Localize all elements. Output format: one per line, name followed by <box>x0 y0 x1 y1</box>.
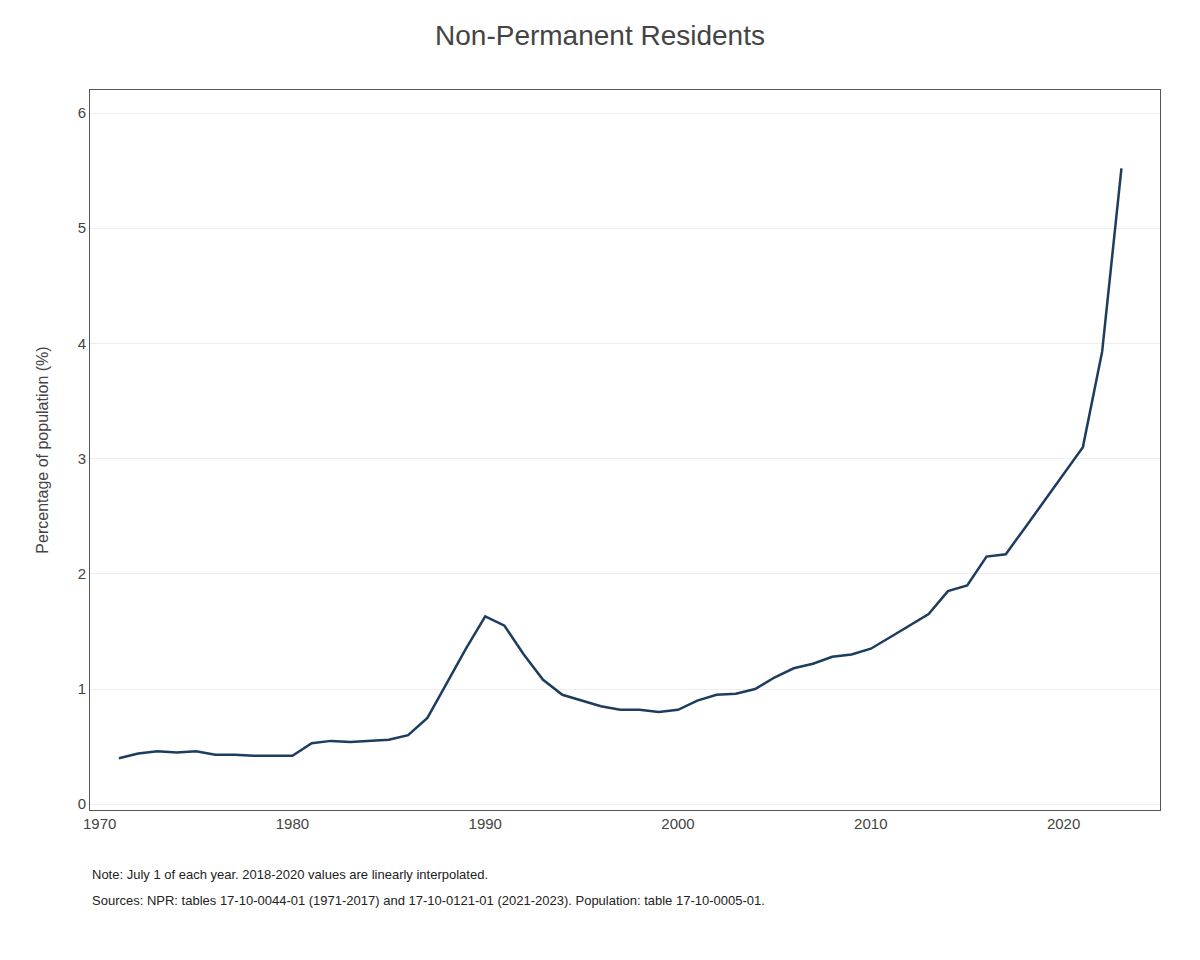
svg-text:3: 3 <box>78 450 86 467</box>
svg-text:2000: 2000 <box>661 815 694 832</box>
svg-text:4: 4 <box>78 335 86 352</box>
svg-text:1990: 1990 <box>469 815 502 832</box>
svg-text:Sources: NPR: tables 17-10-004: Sources: NPR: tables 17-10-0044-01 (1971… <box>92 893 765 908</box>
svg-text:2020: 2020 <box>1047 815 1080 832</box>
svg-text:6: 6 <box>78 104 86 121</box>
svg-text:1: 1 <box>78 680 86 697</box>
svg-text:1980: 1980 <box>276 815 309 832</box>
svg-text:Note: July 1 of each year. 201: Note: July 1 of each year. 2018-2020 val… <box>92 867 488 882</box>
svg-text:Non-Permanent Residents: Non-Permanent Residents <box>435 20 765 51</box>
svg-text:Percentage of population (%): Percentage of population (%) <box>34 346 51 553</box>
svg-text:5: 5 <box>78 219 86 236</box>
svg-text:0: 0 <box>78 795 86 812</box>
svg-text:2: 2 <box>78 565 86 582</box>
svg-text:1970: 1970 <box>83 815 116 832</box>
svg-text:2010: 2010 <box>854 815 887 832</box>
